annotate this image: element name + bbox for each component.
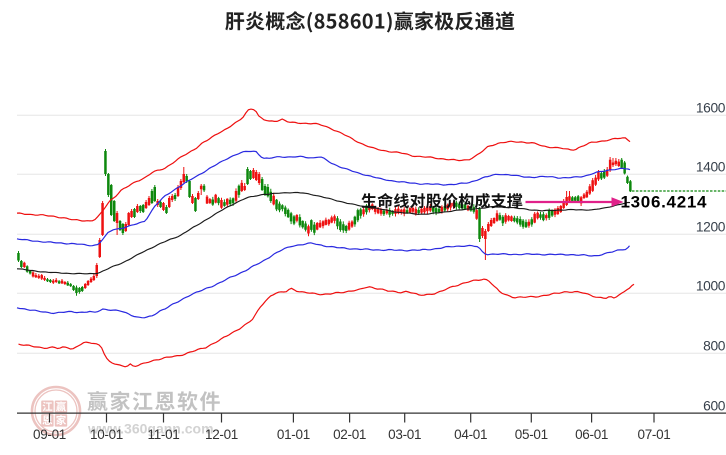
svg-text:06-01: 06-01 — [575, 427, 608, 442]
svg-text:05-01: 05-01 — [515, 427, 548, 442]
svg-text:1306.4214: 1306.4214 — [621, 193, 708, 212]
svg-text:800: 800 — [703, 339, 726, 354]
svg-text:1600: 1600 — [696, 101, 726, 116]
svg-text:02-01: 02-01 — [333, 427, 366, 442]
svg-text:03-01: 03-01 — [388, 427, 421, 442]
svg-text:1400: 1400 — [696, 160, 726, 175]
svg-text:07-01: 07-01 — [637, 427, 670, 442]
svg-text:11-01: 11-01 — [147, 427, 179, 442]
svg-text:04-01: 04-01 — [454, 427, 487, 442]
svg-text:1200: 1200 — [696, 220, 726, 235]
svg-text:09-01: 09-01 — [33, 427, 66, 442]
svg-text:1000: 1000 — [696, 279, 726, 294]
svg-text:01-01: 01-01 — [277, 427, 310, 442]
svg-text:www.360gann.com: www.360gann.com — [87, 421, 214, 437]
svg-text:600: 600 — [703, 399, 726, 414]
svg-text:12-01: 12-01 — [205, 427, 238, 442]
svg-text:10-01: 10-01 — [90, 427, 123, 442]
